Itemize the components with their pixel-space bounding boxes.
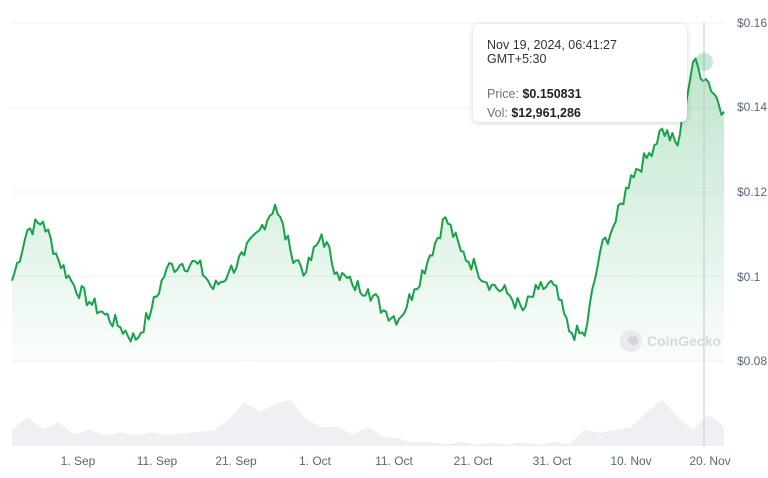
tooltip-vol-value: $12,961,286	[511, 106, 581, 120]
hover-marker	[695, 52, 713, 71]
coingecko-watermark: CoinGecko	[620, 330, 721, 352]
price-line	[11, 57, 725, 343]
y-tick-label: $0.14	[737, 100, 768, 114]
tooltip-volume-row: Vol: $12,961,286	[487, 104, 673, 123]
y-tick-label: $0.12	[737, 185, 768, 199]
x-tick-label: 10. Nov	[610, 454, 652, 468]
tooltip-price-value: $0.150831	[522, 87, 582, 101]
x-tick-label: 20. Nov	[689, 454, 731, 468]
x-tick-label: 11. Sep	[136, 454, 178, 468]
tooltip-vol-label: Vol:	[487, 106, 508, 120]
x-tick-label: 1. Oct	[298, 454, 332, 468]
tooltip-price-row: Price: $0.150831	[487, 85, 673, 104]
hover-tooltip: Nov 19, 2024, 06:41:27 GMT+5:30 Price: $…	[473, 24, 687, 122]
y-tick-label: $0.1	[737, 270, 761, 284]
y-tick-label: $0.16	[737, 16, 768, 30]
volume-area	[12, 399, 724, 446]
tooltip-date: Nov 19, 2024, 06:41:27 GMT+5:30	[487, 38, 617, 66]
tooltip-price-label: Price:	[487, 87, 519, 101]
watermark-text: CoinGecko	[647, 333, 721, 349]
y-tick-label: $0.08	[737, 354, 768, 368]
x-tick-label: 11. Oct	[375, 454, 413, 468]
gecko-logo-icon	[620, 330, 642, 352]
x-tick-label: 21. Sep	[215, 454, 257, 468]
x-tick-label: 31. Oct	[532, 454, 572, 468]
price-area-fill	[12, 58, 724, 361]
x-tick-label: 1. Sep	[60, 454, 96, 468]
x-tick-label: 21. Oct	[453, 454, 493, 468]
